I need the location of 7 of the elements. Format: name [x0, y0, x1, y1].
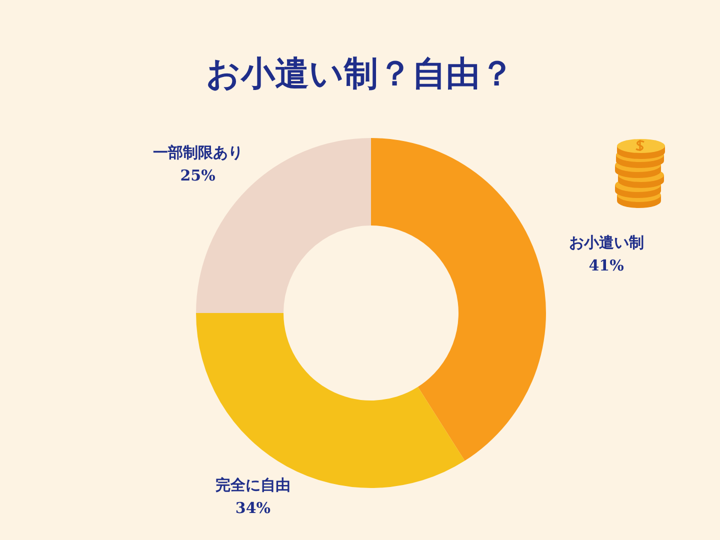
slice-label: お小遣い制 — [568, 233, 644, 252]
slice-label: 完全に自由 — [215, 476, 290, 494]
data-label: 34% — [235, 498, 271, 517]
data-label: 41% — [588, 256, 624, 274]
slice-label: 一部制限あり — [152, 143, 243, 162]
data-label: 25% — [180, 166, 216, 184]
chart-title: お小遣い制？自由？ — [206, 54, 514, 94]
